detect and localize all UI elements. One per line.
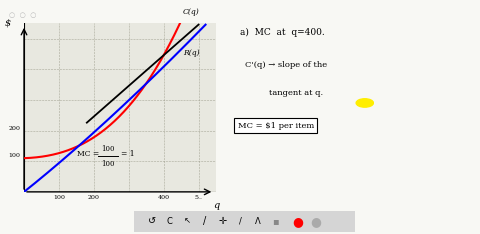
Text: ✛: ✛ xyxy=(219,216,227,226)
Text: /: / xyxy=(204,216,207,226)
Text: ●: ● xyxy=(310,215,321,228)
FancyBboxPatch shape xyxy=(133,210,356,233)
Text: 100: 100 xyxy=(101,160,115,168)
Text: ↺: ↺ xyxy=(148,216,156,226)
Text: C: C xyxy=(167,217,173,226)
Text: ↖: ↖ xyxy=(184,217,191,226)
Text: q: q xyxy=(213,201,219,210)
Text: 100: 100 xyxy=(101,145,115,153)
Text: = 1: = 1 xyxy=(121,150,134,158)
Text: C(q): C(q) xyxy=(183,7,200,15)
Text: ▪: ▪ xyxy=(272,216,279,226)
Text: ○  ○  ○: ○ ○ ○ xyxy=(9,12,36,18)
Text: tangent at q.: tangent at q. xyxy=(269,89,323,97)
Text: $: $ xyxy=(5,19,12,28)
Text: a)  MC  at  q=400.: a) MC at q=400. xyxy=(240,28,325,37)
Text: R(q): R(q) xyxy=(183,49,200,57)
Text: MC =: MC = xyxy=(77,150,101,158)
Text: ●: ● xyxy=(292,215,303,228)
Text: Λ: Λ xyxy=(255,217,261,226)
Circle shape xyxy=(356,99,373,107)
Text: C'(q) → slope of the: C'(q) → slope of the xyxy=(245,61,327,69)
Text: /: / xyxy=(239,217,242,226)
Text: MC = $1 per item: MC = $1 per item xyxy=(238,122,314,130)
